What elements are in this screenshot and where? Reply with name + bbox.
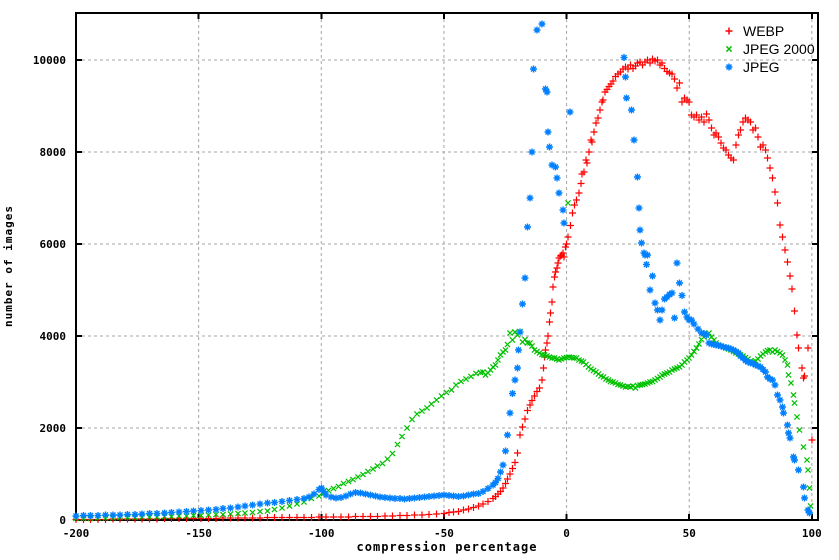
y-tick-label: 10000: [33, 54, 66, 67]
legend-item-webp: WEBP: [721, 22, 815, 40]
x-tick-label: -50: [434, 527, 454, 540]
legend-item-jpeg2000: JPEG 2000: [721, 40, 815, 58]
asterisk-marker-icon: [725, 63, 733, 71]
x-tick-label: 0: [563, 527, 570, 540]
y-tick-label: 0: [59, 514, 66, 527]
legend-label-jpeg2000: JPEG 2000: [743, 41, 815, 57]
x-tick-label: 100: [802, 527, 822, 540]
legend: WEBP JPEG 2000 JPEG: [721, 22, 815, 76]
x-axis-title: compression percentage: [356, 540, 538, 554]
legend-label-webp: WEBP: [743, 23, 785, 39]
y-axis-title: number of images: [2, 205, 15, 327]
series-jpeg: [72, 20, 813, 520]
y-tick-label: 2000: [40, 422, 67, 435]
x-tick-label: -150: [185, 527, 212, 540]
legend-label-jpeg: JPEG: [743, 59, 780, 75]
x-tick-label: 50: [683, 527, 696, 540]
legend-item-jpeg: JPEG: [721, 58, 815, 76]
y-tick-label: 4000: [40, 330, 67, 343]
x-tick-label: -100: [308, 527, 335, 540]
x-tick-label: -200: [63, 527, 90, 540]
y-tick-label: 6000: [40, 238, 67, 251]
plus-marker-icon: [725, 27, 733, 35]
cross-marker-icon: [725, 45, 733, 53]
y-tick-label: 8000: [40, 146, 67, 159]
series-jpeg-2000: [72, 199, 814, 522]
